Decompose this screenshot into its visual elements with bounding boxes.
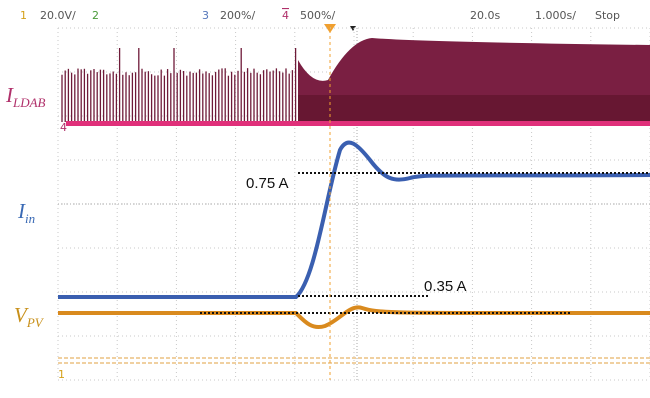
ch1-label: 1 <box>20 9 27 22</box>
delay: 20.0s <box>470 9 500 22</box>
label-sub: LDAB <box>12 95 46 110</box>
timebase: 1.000s/ <box>535 9 576 22</box>
ldab-baseline <box>66 121 650 126</box>
annotation: 0.75 A <box>246 175 289 192</box>
status: Stop <box>595 9 620 22</box>
ldab-band <box>298 95 650 122</box>
ch4-marker: 4 <box>60 121 67 134</box>
label-sub: PV <box>26 315 45 330</box>
ch3-scale: 200%/ <box>220 9 255 22</box>
scope-screenshot: 1 20.0V/ 2 3 200%/ 4 500%/ 20.0s 1.000s/… <box>0 0 650 398</box>
ch4-scale: 500%/ <box>300 9 335 22</box>
annotation: 0.35 A <box>424 278 467 295</box>
ch3-label: 3 <box>202 9 209 22</box>
ch4-label: 4 <box>282 9 289 22</box>
ch2-label: 2 <box>92 9 99 22</box>
label-sub: in <box>25 211 35 226</box>
ch1-scale: 20.0V/ <box>40 9 76 22</box>
ch1-marker: 1 <box>58 368 65 381</box>
